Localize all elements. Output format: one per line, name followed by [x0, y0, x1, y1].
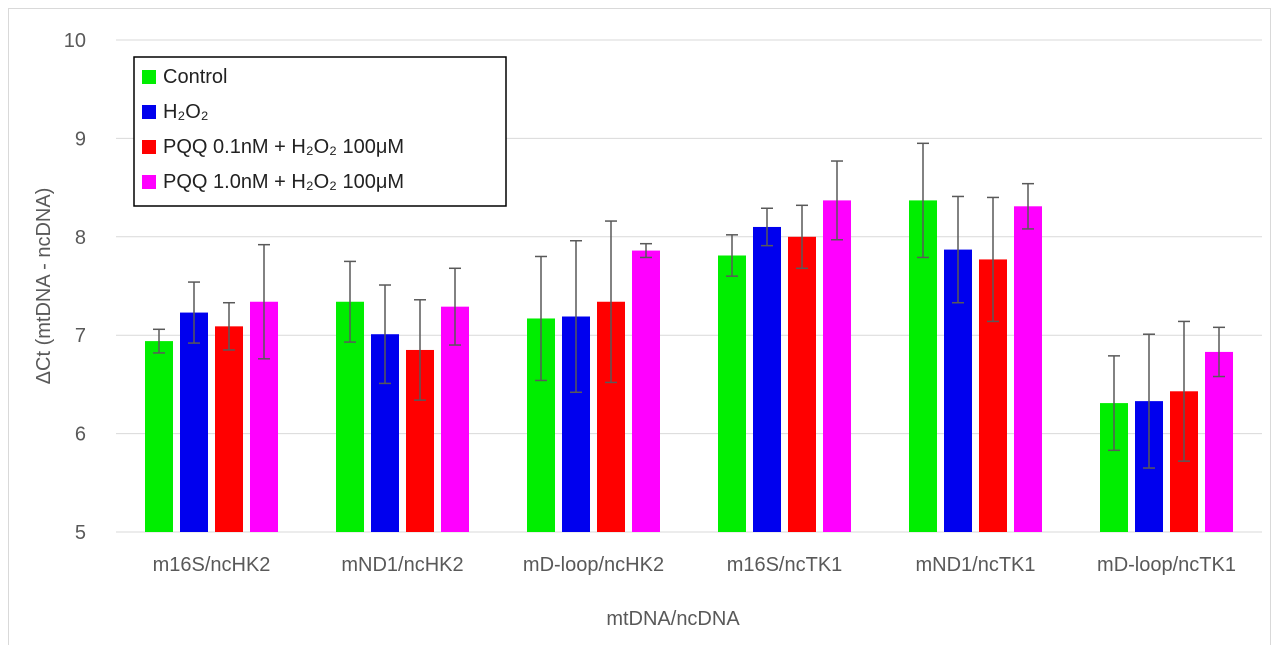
x-category-label: m16S/ncTK1 [727, 554, 843, 576]
legend-swatch [142, 70, 156, 84]
legend-swatch [142, 140, 156, 154]
bar [1014, 206, 1042, 532]
x-axis-title: mtDNA/ncDNA [606, 608, 740, 630]
bar [632, 250, 660, 533]
legend-swatch [142, 175, 156, 189]
y-tick-label: 7 [75, 325, 86, 347]
x-category-label: mD-loop/ncTK1 [1097, 554, 1236, 576]
error-bars [153, 142, 1225, 469]
legend-swatch [142, 105, 156, 119]
x-category-labels: m16S/ncHK2 mND1/ncHK2 mD-loop/ncHK2 m16S/nc… [153, 554, 1236, 576]
legend-box [133, 56, 507, 207]
y-tick-label: 9 [75, 128, 86, 150]
bar [215, 326, 243, 532]
bar [788, 236, 816, 533]
y-tick-label: 6 [75, 424, 86, 446]
legend-entry: PQQ 0.1nM + H₂O₂ 100μM [163, 136, 404, 158]
legend-entry: PQQ 1.0nM + H₂O₂ 100μM [163, 171, 404, 193]
gridlines [116, 39, 1262, 533]
legend: Control H₂O₂ PQQ 0.1nM + H₂O₂ 100μM PQQ 1.0… [133, 56, 507, 207]
y-tick-labels: 5 6 7 8 9 10 [64, 30, 86, 544]
x-category-label: mD-loop/ncHK2 [523, 554, 664, 576]
bar [1205, 351, 1233, 532]
x-category-label: mND1/ncTK1 [915, 554, 1035, 576]
bar [718, 255, 746, 532]
y-tick-label: 8 [75, 227, 86, 249]
bar [145, 341, 173, 532]
y-axis-title: ΔCt (mtDNA - ncDNA) [33, 188, 55, 385]
bar [753, 226, 781, 532]
y-tick-label: 5 [75, 522, 86, 544]
bar [823, 200, 851, 532]
bar [180, 312, 208, 532]
legend-entry: Control [163, 66, 227, 88]
x-category-label: m16S/ncHK2 [153, 554, 271, 576]
y-tick-label: 10 [64, 30, 86, 52]
x-category-label: mND1/ncHK2 [341, 554, 463, 576]
legend-entry: H₂O₂ [163, 101, 209, 123]
